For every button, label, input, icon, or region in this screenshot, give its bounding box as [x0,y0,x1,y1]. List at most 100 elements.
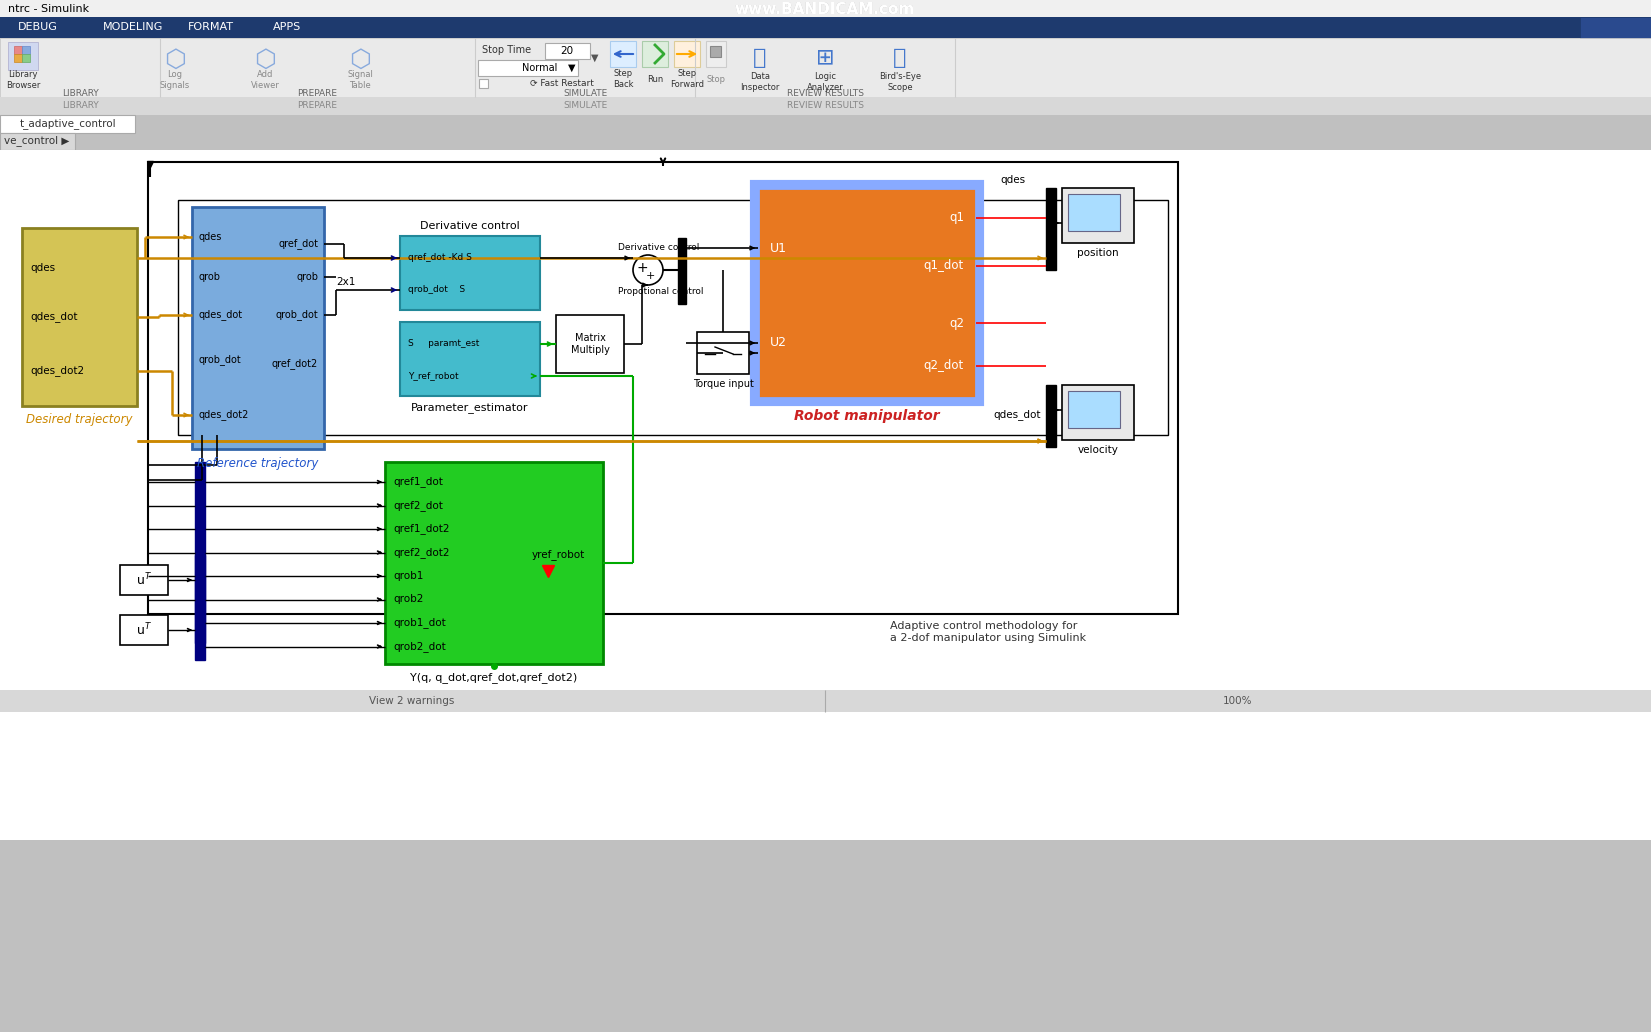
Bar [13,46,21,54]
Text: qrob1_dot: qrob1_dot [393,617,446,628]
Bar [0,115,135,133]
Text: qdes_dot2: qdes_dot2 [30,365,84,377]
Text: q2: q2 [949,317,964,329]
Text: Step
Forward: Step Forward [670,69,703,89]
Text: velocity: velocity [1078,445,1118,455]
Bar [758,188,976,398]
Text: Bird's-Eye
Scope: Bird's-Eye Scope [878,72,921,92]
Bar [0,17,1651,38]
Text: ntrc - Simulink: ntrc - Simulink [8,4,89,14]
Text: Logic
Analyzer: Logic Analyzer [807,72,844,92]
Bar [0,150,1651,840]
Bar [8,42,38,70]
Bar [751,182,982,404]
Text: ⟳ Fast Restart: ⟳ Fast Restart [530,78,594,88]
Bar [21,54,30,62]
Text: U2: U2 [769,336,788,350]
Text: Stop: Stop [707,74,725,84]
Text: Signal
Table: Signal Table [347,70,373,90]
Bar [1047,385,1057,447]
Text: Run: Run [647,74,664,84]
Bar [642,41,669,67]
Text: U1: U1 [769,241,788,255]
Bar [13,54,21,62]
Text: ve_control ▶: ve_control ▶ [3,135,69,147]
Text: t_adaptive_control: t_adaptive_control [20,119,116,129]
Text: SIMULATE: SIMULATE [563,90,608,98]
Text: 100%: 100% [1223,696,1253,706]
Text: qref_dot: qref_dot [277,238,319,250]
Bar [0,690,1651,712]
Bar [0,133,74,150]
Text: Stop Time: Stop Time [482,45,532,55]
Text: qdes: qdes [198,232,221,241]
Text: qdes_dot: qdes_dot [30,312,78,322]
Text: Parameter_estimator: Parameter_estimator [411,402,528,414]
Text: qrob_dot: qrob_dot [276,310,319,321]
Text: qrob_dot: qrob_dot [198,355,241,365]
Bar [0,38,1651,97]
Text: qref2_dot2: qref2_dot2 [393,547,449,558]
Text: ⬡: ⬡ [348,49,371,72]
Text: u$^T$: u$^T$ [135,572,152,588]
Text: qref_dot2: qref_dot2 [272,358,319,369]
Text: qrob2_dot: qrob2_dot [393,641,446,652]
Text: Reference trajectory: Reference trajectory [198,456,319,470]
Text: Library
Browser: Library Browser [7,70,40,90]
Text: qrob: qrob [198,272,220,282]
Bar [0,0,1651,17]
Text: Derivative control: Derivative control [419,221,520,231]
Text: Add
Viewer: Add Viewer [251,70,279,90]
Text: LIBRARY: LIBRARY [61,90,99,98]
Text: ▼: ▼ [591,53,599,63]
Text: View 2 warnings: View 2 warnings [370,696,454,706]
Text: S     paramt_est: S paramt_est [408,340,479,349]
Text: qrob1: qrob1 [393,571,423,581]
Bar [195,555,205,643]
Text: REVIEW RESULTS: REVIEW RESULTS [786,90,863,98]
Text: qref_dot -Kd S: qref_dot -Kd S [408,254,472,262]
Text: SIMULATE: SIMULATE [563,101,608,110]
Text: qref2_dot: qref2_dot [393,501,442,511]
Text: q1_dot: q1_dot [925,259,964,272]
Text: qrob_dot    S: qrob_dot S [408,286,466,294]
Bar [1062,385,1134,440]
Bar [556,315,624,373]
Text: Adaptive control methodology for
a 2-dof manipulator using Simulink: Adaptive control methodology for a 2-dof… [890,621,1086,643]
Text: 2x1: 2x1 [337,277,355,287]
Bar [1047,188,1057,270]
Text: PREPARE: PREPARE [297,101,337,110]
Text: q2_dot: q2_dot [925,359,964,373]
Bar [479,60,578,76]
Text: Propotional control: Propotional control [617,288,703,296]
Circle shape [632,255,664,285]
Text: www.BANDICAM.com: www.BANDICAM.com [735,1,915,17]
Bar [149,162,1179,614]
Text: FORMAT: FORMAT [188,22,234,32]
Text: ⬡: ⬡ [163,49,187,72]
Text: qdes_dot: qdes_dot [198,310,243,321]
Bar [121,565,168,595]
Text: PREPARE: PREPARE [297,90,337,98]
Bar [192,207,324,449]
Bar [1068,194,1119,231]
Bar [400,322,540,396]
Bar [121,615,168,645]
Text: ▼: ▼ [568,63,576,73]
Text: MODELING: MODELING [102,22,163,32]
Text: Data
Inspector: Data Inspector [740,72,779,92]
Text: 20: 20 [560,46,573,56]
Bar [674,41,700,67]
Text: Y(q, q_dot,qref_dot,qref_dot2): Y(q, q_dot,qref_dot,qref_dot2) [411,673,578,683]
Text: REVIEW RESULTS: REVIEW RESULTS [786,101,863,110]
Text: yref_robot: yref_robot [532,550,584,560]
Bar [178,200,1167,436]
Text: Matrix
Multiply: Matrix Multiply [571,333,609,355]
Bar [385,462,603,664]
Text: APPS: APPS [272,22,300,32]
Bar [0,97,1651,115]
Bar [707,41,726,67]
Text: qdes: qdes [30,263,54,273]
Text: qref1_dot: qref1_dot [393,477,442,487]
Text: Step
Back: Step Back [613,69,634,89]
